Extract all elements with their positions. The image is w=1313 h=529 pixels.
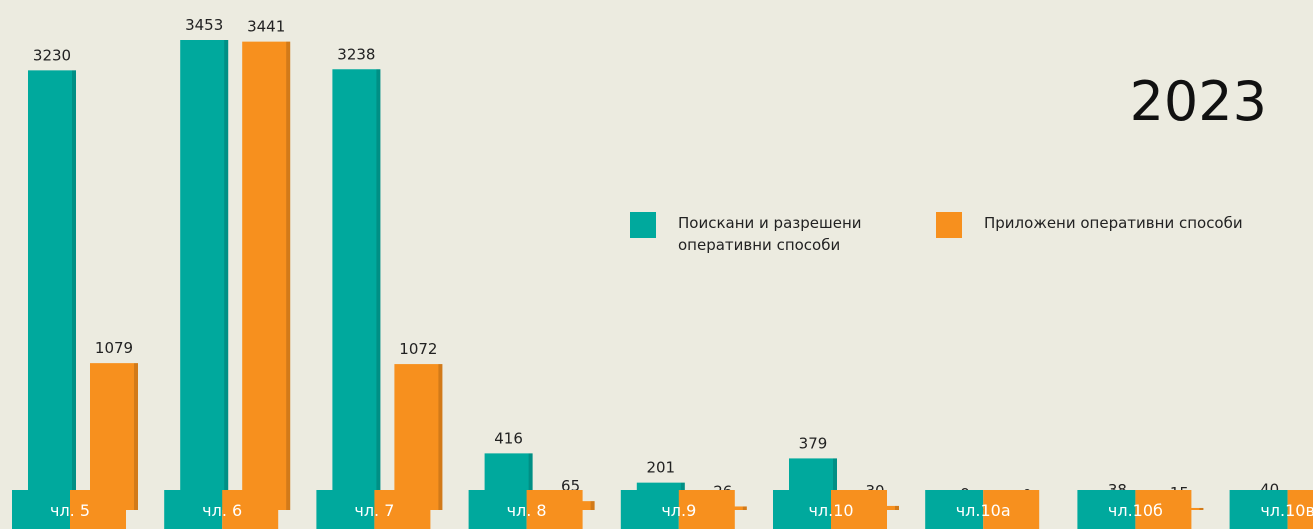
- value-label: 3230: [33, 46, 71, 64]
- x-tick-label: чл.10б: [1108, 501, 1163, 520]
- label-box: [1135, 490, 1192, 529]
- bar: [394, 364, 443, 510]
- label-box: [12, 490, 70, 529]
- label-box: [620, 490, 679, 529]
- legend-swatch: [630, 212, 656, 238]
- x-tick-label: чл.10в: [1260, 501, 1313, 520]
- bar: [28, 70, 76, 510]
- label-box: [983, 490, 1040, 529]
- bar-shade: [134, 363, 138, 510]
- value-label: 3441: [247, 18, 285, 36]
- x-tick-label: чл.10а: [956, 501, 1011, 520]
- bar-shade: [895, 505, 899, 510]
- bar-shade: [1199, 507, 1204, 510]
- value-label: 416: [494, 429, 523, 447]
- label-box: [678, 490, 735, 529]
- label-box: [1077, 490, 1136, 529]
- value-label: 201: [646, 459, 675, 477]
- value-label: 1072: [399, 340, 437, 358]
- value-label: 3453: [185, 16, 223, 34]
- legend-label: Поискани и разрешени оперативни способи: [678, 214, 862, 254]
- x-tick-label: чл.9: [661, 501, 696, 520]
- label-box: [1229, 490, 1288, 529]
- label-box: [773, 490, 831, 529]
- bar-shade: [224, 40, 229, 510]
- label-box: [468, 490, 527, 529]
- bar-shade: [438, 364, 443, 510]
- bar: [90, 363, 138, 510]
- x-tick-label: чл. 6: [202, 501, 242, 520]
- label-box: [164, 490, 223, 529]
- bar-shade: [72, 70, 76, 510]
- legend-item: Приложени оперативни способи: [936, 212, 1243, 238]
- chart-title: 2023: [1129, 70, 1267, 133]
- bar: [242, 41, 291, 510]
- legend-item: Поискани и разрешени оперативни способи: [630, 212, 910, 256]
- label-box: [526, 490, 583, 529]
- label-box: [831, 490, 887, 529]
- label-box: [70, 490, 126, 529]
- bar: [180, 40, 229, 510]
- x-tick-label: чл. 5: [50, 501, 90, 520]
- value-label: 1079: [95, 339, 133, 357]
- label-box: [925, 490, 984, 529]
- bar-shade: [376, 69, 381, 510]
- bar: [332, 69, 381, 510]
- label-box: [1287, 490, 1313, 529]
- x-tick-label: чл. 8: [507, 501, 547, 520]
- bar-shade: [528, 453, 533, 510]
- label-box: [374, 490, 431, 529]
- x-tick-label: чл.10: [808, 501, 853, 520]
- bar-shade: [590, 501, 595, 510]
- label-box: [316, 490, 375, 529]
- legend-swatch: [936, 212, 962, 238]
- bar-shade: [833, 458, 837, 510]
- bar-shade: [742, 506, 747, 510]
- x-tick-label: чл. 7: [354, 501, 394, 520]
- value-label: 379: [799, 434, 828, 452]
- label-box: [222, 490, 279, 529]
- legend-label: Приложени оперативни способи: [984, 214, 1243, 232]
- bar-shade: [286, 41, 291, 510]
- value-label: 3238: [337, 45, 375, 63]
